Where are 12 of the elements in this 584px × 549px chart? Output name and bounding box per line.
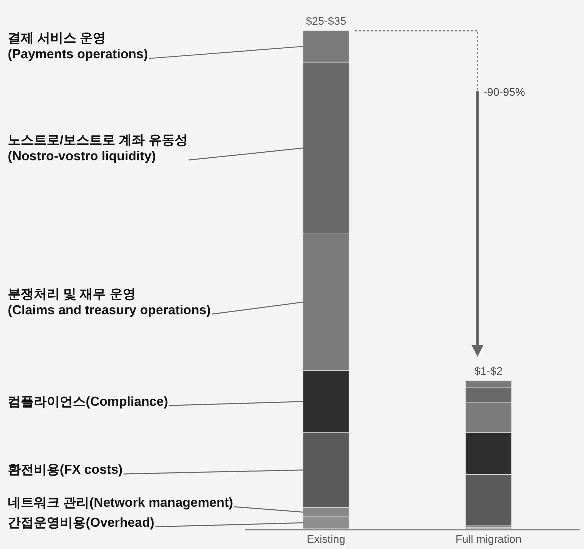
x-tick-label: Full migration	[456, 534, 522, 546]
series-label: 환전비용(FX costs)	[8, 462, 304, 478]
total-label: $25-$35	[306, 16, 346, 28]
series-label: 컴플라이언스(Compliance)	[8, 394, 304, 409]
series-label: 결제 서비스 운영 (Payments operations)	[8, 30, 304, 62]
series-label: 네트워크 관리(Network management)	[8, 495, 304, 513]
x-tick-label: Existing	[306, 534, 346, 546]
total-label: $1-$2	[474, 366, 503, 378]
annotation: -90-95%	[484, 87, 526, 100]
series-label: 간접운영비용(Overhead)	[8, 515, 304, 530]
series-label: 노스트로/보스트로 계좌 유동성 (Nostro-vostro liquidity)	[8, 132, 304, 164]
series-label: 분쟁처리 및 재무 운영 (Claims and treasury operations)	[8, 286, 304, 318]
